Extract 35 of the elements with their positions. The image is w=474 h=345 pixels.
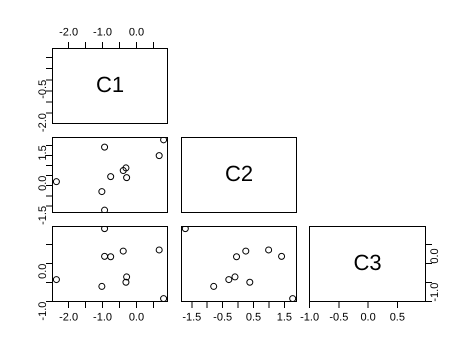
- text: C3: [353, 250, 382, 276]
- point: [278, 252, 286, 260]
- point: [231, 273, 238, 280]
- y-tick-label: -2.0: [37, 113, 50, 132]
- x-tick-label: 0.5: [390, 312, 405, 324]
- x-tick-label: -1.0: [93, 26, 112, 38]
- x-tick-label: -0.5: [213, 312, 232, 324]
- point: [210, 282, 218, 290]
- point: [289, 295, 296, 302]
- x-tick-label: 0.0: [128, 26, 144, 38]
- x-tick-label: 0.0: [360, 312, 376, 324]
- x-tick-label: -2.0: [59, 26, 78, 38]
- x-tick-label: -0.5: [329, 312, 348, 324]
- x-tick-label: -2.0: [59, 312, 78, 324]
- text: C2: [224, 161, 254, 186]
- y2-tick-label: 0.0: [429, 248, 442, 264]
- y-tick-label: -0.5: [37, 80, 50, 99]
- point: [265, 246, 272, 254]
- y2-tick-label: -1.0: [429, 282, 442, 302]
- x-tick-label: 0.5: [246, 312, 262, 324]
- y-tick-label: -1.5: [37, 206, 50, 225]
- y-tick-label: 0.0: [37, 176, 50, 191]
- y-tick-label: 1.5: [37, 145, 50, 161]
- x-tick-label: -1.0: [300, 312, 320, 324]
- point: [182, 226, 189, 232]
- y-tick-label: 0.0: [37, 264, 50, 279]
- x-tick-label: -1.0: [93, 312, 112, 324]
- text: C1: [96, 72, 124, 98]
- point: [233, 253, 240, 260]
- point: [242, 248, 250, 255]
- point: [225, 276, 232, 284]
- x-tick-label: -1.5: [182, 312, 202, 324]
- x-tick-label: 1.5: [276, 312, 292, 324]
- point: [246, 278, 254, 286]
- x-tick-label: 0.0: [128, 312, 144, 324]
